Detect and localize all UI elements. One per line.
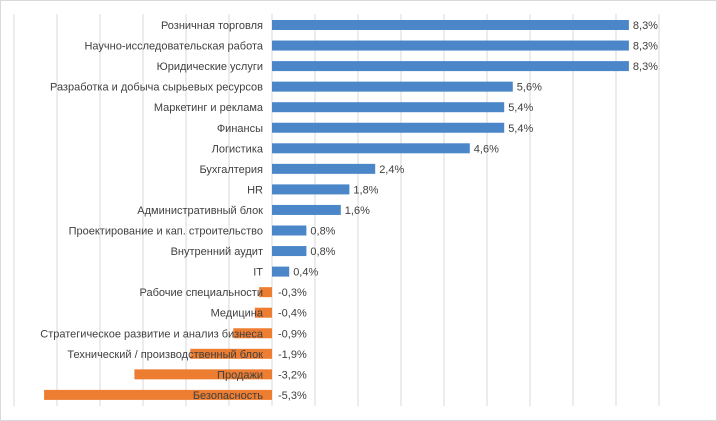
category-label: Логистика — [212, 143, 264, 155]
value-label: -0,4% — [278, 308, 307, 320]
bar — [272, 266, 290, 277]
value-label: -0,3% — [278, 287, 307, 299]
bar — [254, 307, 272, 318]
value-label: 8,3% — [633, 20, 658, 32]
bar — [233, 328, 272, 339]
value-label: 1,8% — [353, 184, 378, 196]
category-label: Проектирование и кап. строительство — [69, 226, 263, 238]
value-label: 8,3% — [633, 61, 658, 73]
value-label: 0,4% — [293, 267, 318, 279]
category-label: Продажи — [217, 369, 263, 381]
category-label: Внутренний аудит — [171, 246, 263, 258]
category-label: Розничная торговля — [161, 20, 263, 32]
value-label: 4,6% — [474, 143, 499, 155]
value-label: 8,3% — [633, 41, 658, 53]
bar — [272, 184, 350, 195]
category-label: HR — [247, 184, 263, 196]
category-label: Безопасность — [193, 390, 263, 402]
value-label: -0,9% — [278, 328, 307, 340]
bar — [272, 122, 505, 133]
bar — [272, 102, 505, 113]
bar — [272, 246, 307, 257]
bars — [44, 20, 629, 400]
value-label: 1,6% — [345, 205, 370, 217]
bar — [272, 81, 513, 92]
bar — [272, 40, 629, 51]
category-label: Юридические услуги — [157, 61, 263, 73]
value-label: 5,6% — [517, 82, 542, 94]
category-label: Научно-исследовательская работа — [84, 41, 263, 53]
category-label: Разработка и добыча сырьевых ресурсов — [50, 82, 263, 94]
bar — [259, 287, 272, 298]
bar — [134, 369, 272, 380]
category-label: IT — [253, 267, 263, 279]
category-label: Бухгалтерия — [199, 164, 263, 176]
bar — [190, 348, 272, 359]
value-label: 5,4% — [508, 123, 533, 135]
value-label: 2,4% — [379, 164, 404, 176]
value-label: 5,4% — [508, 102, 533, 114]
value-label: -1,9% — [278, 349, 307, 361]
category-label: Технический / производственный блок — [67, 349, 263, 361]
bar — [272, 143, 470, 154]
bar — [272, 20, 629, 30]
value-label: 0,8% — [310, 246, 335, 258]
bar — [272, 204, 341, 215]
bar — [44, 389, 272, 400]
bar — [272, 225, 307, 236]
category-label: Рабочие специальности — [140, 287, 263, 299]
category-label: Административный блок — [137, 205, 263, 217]
category-label: Медицина — [211, 308, 264, 320]
value-labels: 8,3% 8,3% 8,3% 5,6% 5,4% 5,4% 4,6% 2,4%1,8% 1,6%… — [278, 20, 658, 402]
value-label: -3,2% — [278, 369, 307, 381]
gridlines — [13, 14, 660, 406]
bar — [272, 163, 376, 174]
value-label: -5,3% — [278, 390, 307, 402]
category-labels: Розничная торговля Научно-исследовательск… — [40, 20, 264, 402]
value-label: 0,8% — [310, 226, 335, 238]
category-label: Стратегическое развитие и анализ бизнеса — [40, 328, 264, 340]
bar — [272, 61, 629, 72]
category-label: Маркетинг и реклама — [154, 102, 264, 114]
category-label: Финансы — [217, 123, 263, 135]
